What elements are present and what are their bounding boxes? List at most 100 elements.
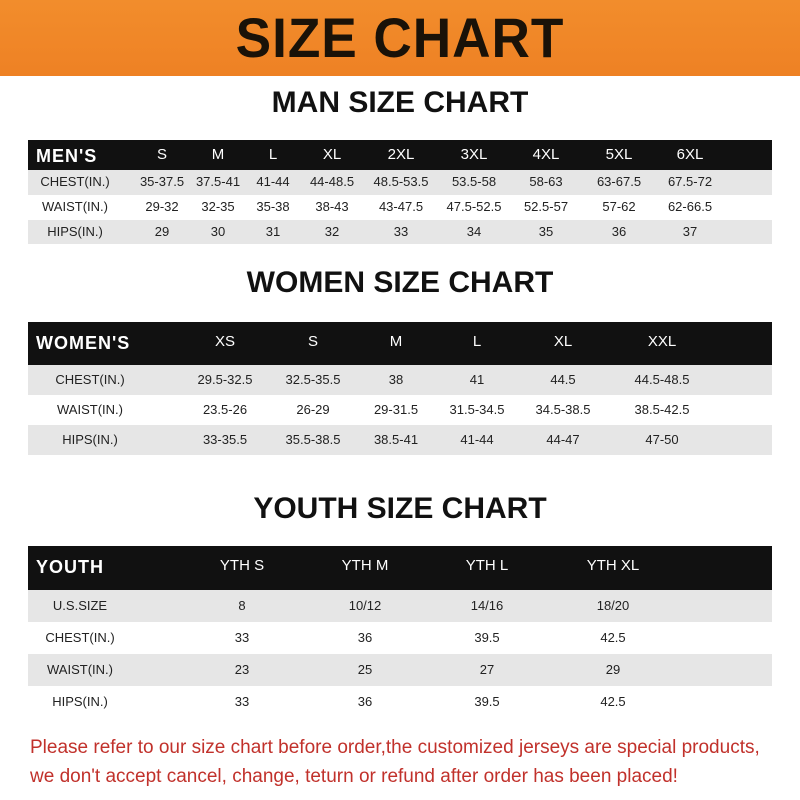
table-cell: 31 [265, 224, 281, 239]
table-cell: 31.5-34.5 [449, 402, 505, 417]
men-title: MAN SIZE CHART [271, 86, 529, 119]
table-row: WAIST(IN.) 23 25 27 29 [28, 654, 772, 686]
table-cell: 25 [357, 662, 373, 677]
row-label: CHEST(IN.) [40, 174, 110, 189]
table-cell: XS [214, 333, 236, 350]
table-row: CHEST(IN.) 33 36 39.5 42.5 [28, 622, 772, 654]
table-cell: 48.5-53.5 [373, 174, 429, 189]
table-cell: 23.5-26 [202, 402, 248, 417]
table-cell: 39.5 [474, 694, 500, 709]
table-cell: 29-32 [145, 199, 179, 214]
table-cell: 29 [154, 224, 170, 239]
notice-line: Please refer to our size chart before or… [30, 737, 760, 758]
table-cell: S [156, 146, 168, 163]
table-row: CHEST(IN.) 35-37.5 37.5-41 41-44 44-48.5 48.5… [28, 170, 772, 195]
row-label: WOMEN'S [36, 333, 131, 353]
table-cell: 35.5-38.5 [285, 432, 341, 447]
table-cell: 34 [466, 224, 482, 239]
table-cell: 35-37.5 [139, 174, 185, 189]
table-cell: 32-35 [201, 199, 235, 214]
table-cell: L [472, 333, 482, 350]
table-cell: 26-29 [296, 402, 330, 417]
table-header-row: WOMEN'S XS S M L XL XXL [28, 322, 772, 365]
row-label: MEN'S [36, 146, 98, 166]
table-cell: 14/16 [470, 598, 504, 613]
table-cell: 41 [469, 372, 485, 387]
table-cell: 57-62 [602, 199, 636, 214]
table-cell: M [211, 146, 225, 163]
table-cell: 8 [238, 598, 246, 613]
table-cell: S [307, 333, 319, 350]
table-cell: 52.5-57 [523, 199, 569, 214]
table-cell: 36 [357, 694, 373, 709]
table-cell: 18/20 [596, 598, 630, 613]
table-cell: L [268, 146, 278, 163]
table-cell: 4XL [532, 146, 560, 163]
table-cell: 29 [605, 662, 621, 677]
row-label: CHEST(IN.) [45, 630, 115, 645]
youth-title: YOUTH SIZE CHART [253, 492, 547, 525]
table-cell: 43-47.5 [378, 199, 424, 214]
table-cell: M [389, 333, 403, 350]
table-cell: XL [322, 146, 342, 163]
table-cell: 47-50 [645, 432, 679, 447]
row-label: WAIST(IN.) [57, 402, 123, 417]
table-cell: 47.5-52.5 [446, 199, 502, 214]
table-cell: 36 [357, 630, 373, 645]
row-label: HIPS(IN.) [52, 694, 108, 709]
table-cell: YTH M [341, 557, 389, 574]
table-cell: 38.5-41 [373, 432, 419, 447]
table-cell: 44.5 [550, 372, 576, 387]
table-cell: 44-47 [546, 432, 580, 447]
table-cell: XL [553, 333, 573, 350]
table-cell: 35-38 [256, 199, 290, 214]
notice-text: Please refer to our size chart before or… [30, 733, 790, 791]
row-label: WAIST(IN.) [47, 662, 113, 677]
table-cell: 42.5 [600, 630, 626, 645]
table-row: HIPS(IN.) 33-35.5 35.5-38.5 38.5-41 41-44 44-… [28, 425, 772, 455]
women-title: WOMEN SIZE CHART [246, 266, 554, 299]
row-label: U.S.SIZE [52, 598, 108, 613]
table-cell: 44.5-48.5 [634, 372, 690, 387]
banner-title: SIZE CHART [235, 6, 565, 69]
notice-line: we don't accept cancel, change, teturn o… [30, 766, 678, 787]
table-cell: 29-31.5 [373, 402, 419, 417]
table-cell: 38.5-42.5 [634, 402, 690, 417]
table-row: CHEST(IN.) 29.5-32.5 32.5-35.5 38 41 44.5 44.5… [28, 365, 772, 395]
table-cell: 44-48.5 [309, 174, 355, 189]
table-cell: 33-35.5 [202, 432, 248, 447]
table-cell: 33 [234, 694, 250, 709]
table-header-row: MEN'S S M L XL 2XL 3XL 4XL 5XL 6XL [28, 140, 772, 170]
table-cell: 58-63 [529, 174, 563, 189]
row-label: HIPS(IN.) [47, 224, 103, 239]
table-cell: 53.5-58 [451, 174, 497, 189]
table-cell: 34.5-38.5 [535, 402, 591, 417]
table-cell: 2XL [387, 146, 415, 163]
table-cell: 10/12 [348, 598, 382, 613]
table-row: WAIST(IN.) 23.5-26 26-29 29-31.5 31.5-34.5 34… [28, 395, 772, 425]
table-cell: 38-43 [315, 199, 349, 214]
row-label: YOUTH [36, 557, 104, 577]
table-cell: 41-44 [256, 174, 290, 189]
table-cell: 37 [682, 224, 698, 239]
table-cell: 5XL [605, 146, 633, 163]
table-cell: 32 [324, 224, 340, 239]
table-cell: 3XL [460, 146, 488, 163]
table-cell: 67.5-72 [667, 174, 713, 189]
table-cell: YTH S [219, 557, 265, 574]
table-cell: 38 [388, 372, 404, 387]
table-cell: 29.5-32.5 [197, 372, 253, 387]
table-cell: 33 [393, 224, 409, 239]
table-cell: 32.5-35.5 [285, 372, 341, 387]
table-cell: 41-44 [460, 432, 494, 447]
table-cell: 6XL [676, 146, 704, 163]
table-cell: 30 [210, 224, 226, 239]
table-cell: 23 [234, 662, 250, 677]
row-label: HIPS(IN.) [62, 432, 118, 447]
row-label: CHEST(IN.) [55, 372, 125, 387]
table-row: HIPS(IN.) 33 36 39.5 42.5 [28, 686, 772, 718]
table-cell: 27 [479, 662, 495, 677]
table-cell: 63-67.5 [596, 174, 642, 189]
table-cell: 37.5-41 [195, 174, 241, 189]
table-cell: 33 [234, 630, 250, 645]
